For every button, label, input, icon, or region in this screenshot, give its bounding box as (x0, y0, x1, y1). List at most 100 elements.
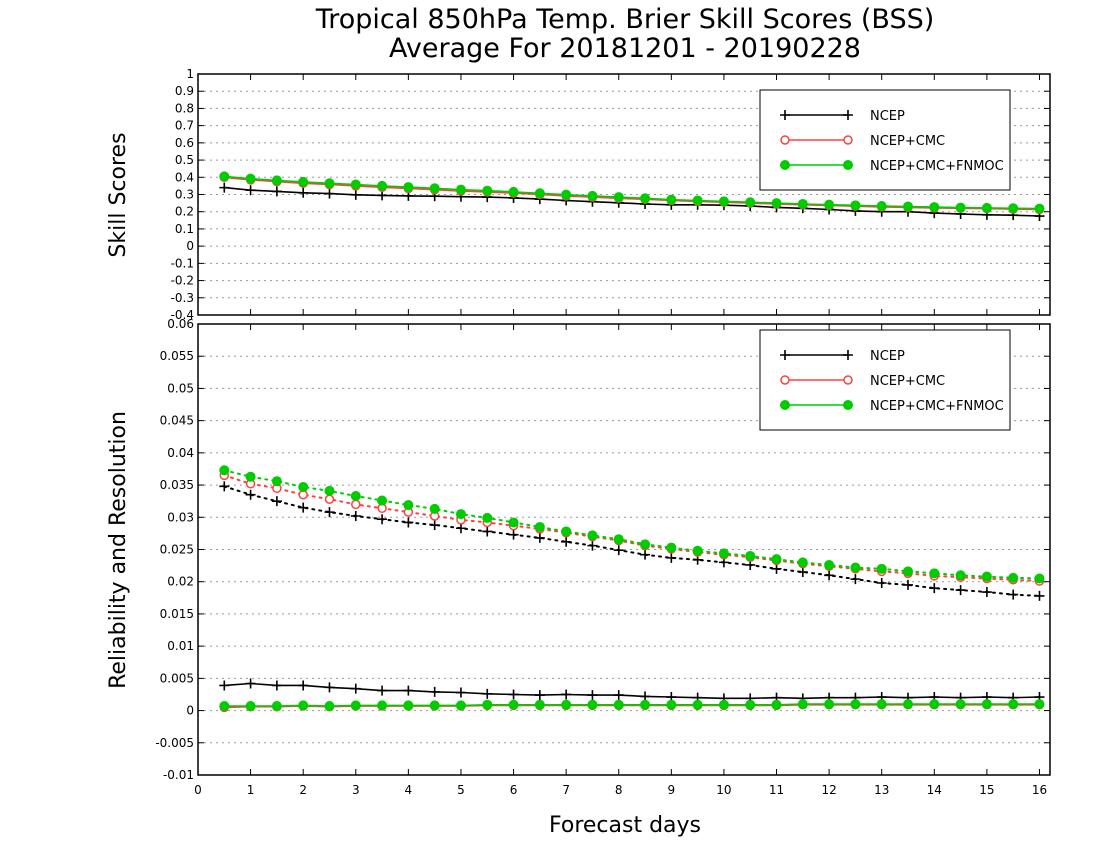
data-point (903, 579, 913, 590)
data-point (929, 568, 940, 579)
data-point (482, 688, 493, 699)
data-point (587, 190, 598, 201)
data-point (350, 700, 361, 711)
data-point (666, 552, 677, 563)
y-tick-label: -0.4 (171, 308, 194, 322)
data-point (324, 682, 335, 693)
x-tick-label: 10 (716, 783, 731, 797)
data-point (534, 690, 545, 701)
y-tick-label: 0.8 (175, 101, 194, 115)
y-tick-label: 0.045 (160, 414, 194, 428)
data-point (298, 700, 309, 711)
legend-label: NCEP+CMC (870, 134, 945, 149)
y-tick-label: 0.04 (167, 446, 194, 460)
data-point (718, 699, 729, 710)
data-point (350, 491, 361, 502)
y-tick-label: 0.1 (175, 222, 194, 236)
data-point (429, 520, 440, 531)
y-tick-label: 0.035 (160, 478, 194, 492)
data-point (561, 189, 572, 200)
y-tick-label: 0.6 (175, 136, 194, 150)
data-point (824, 199, 835, 210)
y-tick-label: 0.05 (167, 381, 194, 395)
y-tick-label: 0.02 (167, 575, 194, 589)
data-point (403, 182, 414, 193)
data-point (981, 587, 992, 598)
data-point (455, 184, 466, 195)
data-point (613, 545, 624, 556)
skill-scores-panel: Skill Scores 1 0.9 0.8 0.7 0.6 0.5 0.4 0.3 0.2 0.1… (106, 67, 1051, 322)
y-tick-label: 0.055 (160, 349, 194, 363)
data-point (876, 578, 887, 589)
data-point (903, 201, 913, 212)
data-point (850, 562, 861, 573)
series-line-ncep-cmc-resolution (223, 474, 1041, 583)
data-point (640, 549, 651, 560)
reliability-resolution-panel: Reliability and Resolution 0.06 0.055 0.05 0… (106, 317, 1051, 797)
data-point (587, 540, 598, 551)
y-tick-label: -0.3 (171, 291, 194, 305)
data-point (981, 571, 992, 582)
data-point (403, 700, 414, 711)
data-point (508, 699, 519, 710)
data-point (429, 686, 440, 697)
y-tick-label: 0.015 (160, 607, 194, 621)
data-point (745, 699, 756, 710)
data-point (1034, 699, 1045, 710)
data-point (219, 465, 230, 476)
data-point (219, 680, 230, 691)
y-tick-label: 0.2 (175, 205, 194, 219)
data-point (219, 701, 230, 712)
data-point (797, 557, 808, 568)
y-axis-label: Skill Scores (106, 132, 131, 257)
data-point (850, 574, 861, 585)
data-point (324, 507, 335, 518)
data-point (955, 202, 966, 213)
x-tick-label: 4 (405, 783, 413, 797)
data-point (508, 689, 519, 700)
data-point (797, 198, 808, 209)
y-tick-label: 0.01 (167, 639, 194, 653)
data-point (403, 517, 414, 528)
data-point (587, 699, 598, 710)
y-tick-label: 0.025 (160, 543, 194, 557)
chart-title: Tropical 850hPa Temp. Brier Skill Scores… (315, 4, 935, 35)
data-point (324, 485, 335, 496)
y-tick-label: -0.1 (171, 256, 194, 270)
data-point (377, 180, 388, 191)
data-point (245, 185, 256, 196)
x-tick-label: 5 (457, 783, 465, 797)
legend-marker (780, 375, 790, 385)
y-tick-label: 0.5 (175, 153, 194, 167)
data-point (903, 566, 913, 577)
data-point (981, 202, 992, 213)
data-point (1008, 572, 1019, 583)
data-point (666, 542, 677, 553)
y-tick-label: 0.4 (175, 170, 194, 184)
legend-marker (780, 110, 790, 120)
legend-label: NCEP+CMC+FNMOC (870, 159, 1004, 174)
data-point (455, 509, 466, 520)
data-point (298, 502, 309, 513)
data-point (377, 685, 388, 696)
data-point (718, 548, 729, 559)
data-point (350, 189, 361, 200)
data-point (613, 699, 624, 710)
y-tick-label: 0.3 (175, 188, 194, 202)
data-point (534, 521, 545, 532)
data-point (718, 196, 729, 207)
data-point (640, 699, 651, 710)
data-point (666, 194, 677, 205)
data-point (377, 700, 388, 711)
x-tick-label: 15 (979, 783, 994, 797)
data-point (219, 171, 230, 182)
data-point (245, 678, 256, 689)
y-tick-label: -0.2 (171, 274, 194, 288)
data-point (455, 687, 466, 698)
legend-marker (843, 350, 853, 360)
y-tick-label: 0.06 (167, 317, 194, 331)
data-point (613, 534, 624, 545)
data-point (797, 567, 808, 578)
data-point (850, 200, 861, 211)
data-point (903, 699, 913, 710)
